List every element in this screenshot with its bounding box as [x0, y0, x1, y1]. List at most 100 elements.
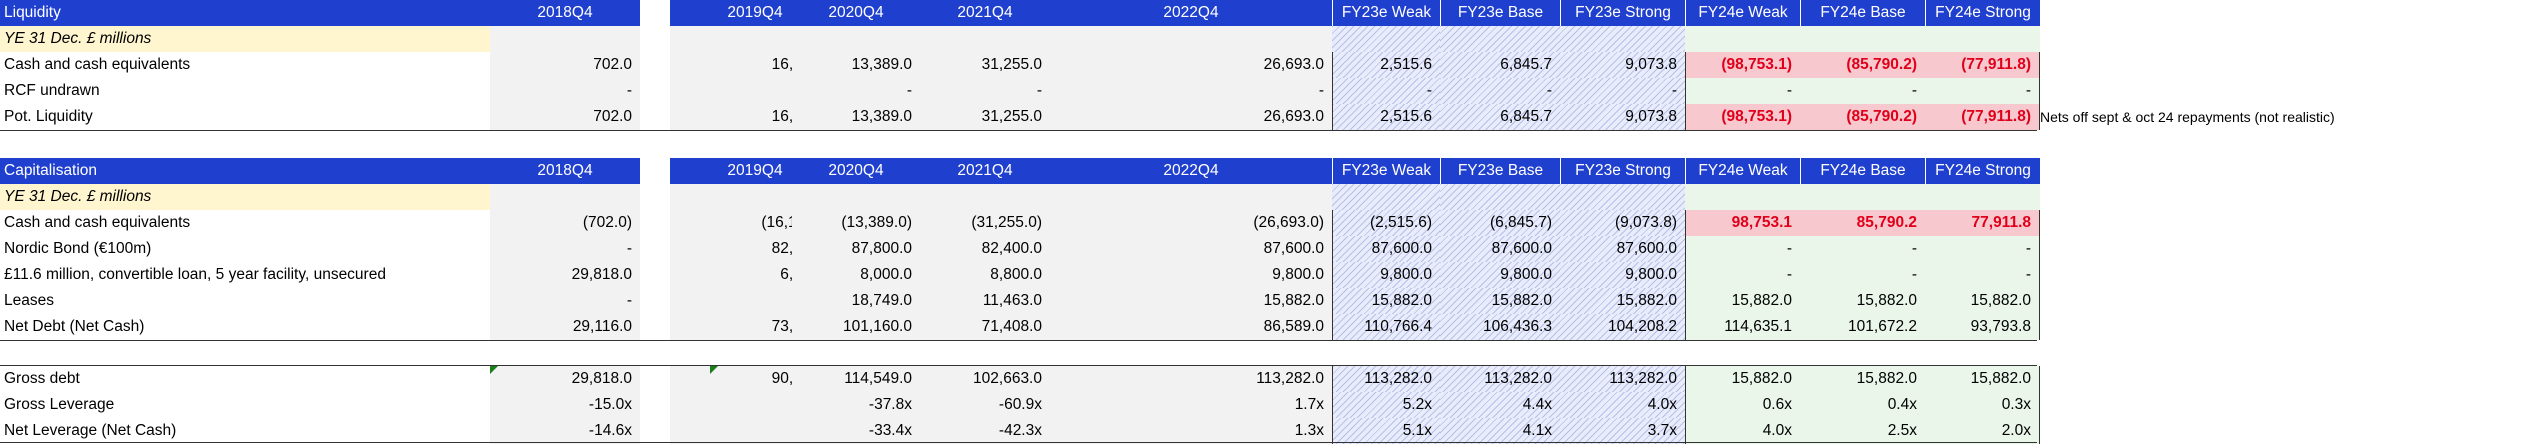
row-label[interactable]: Pot. Liquidity	[4, 108, 93, 125]
value-cell[interactable]: 5.2x	[1332, 392, 1440, 418]
column-header[interactable]: FY24e Base	[1800, 158, 1925, 184]
value-cell[interactable]: -60.9x	[920, 392, 1050, 418]
column-header[interactable]: FY24e Strong	[1925, 0, 2040, 26]
value-cell[interactable]: -	[1800, 236, 1925, 262]
column-header[interactable]: FY23e Weak	[1332, 158, 1440, 184]
empty-cell[interactable]	[1800, 184, 1925, 210]
value-cell[interactable]: 15,882.0	[1685, 288, 1800, 314]
value-cell[interactable]: 2,515.6	[1332, 52, 1440, 78]
value-cell[interactable]: 15,882.0	[1050, 288, 1332, 314]
empty-cell[interactable]	[792, 26, 920, 52]
value-cell[interactable]: -	[1925, 78, 2040, 104]
value-cell[interactable]: 104,208.2	[1560, 314, 1685, 340]
value-cell[interactable]: -	[1440, 78, 1560, 104]
column-header[interactable]: FY24e Weak	[1685, 0, 1800, 26]
value-cell[interactable]: 98,753.1	[1685, 210, 1800, 236]
value-cell[interactable]: -	[920, 78, 1050, 104]
value-cell[interactable]: (2,515.6)	[1332, 210, 1440, 236]
value-cell[interactable]: (98,753.1)	[1685, 104, 1800, 130]
value-cell[interactable]: 2,515.6	[1332, 104, 1440, 130]
empty-cell[interactable]	[1925, 184, 2040, 210]
value-cell[interactable]: 71,408.0	[920, 314, 1050, 340]
empty-cell[interactable]	[920, 184, 1050, 210]
empty-cell[interactable]	[1440, 184, 1560, 210]
value-cell[interactable]: 87,600.0	[1050, 236, 1332, 262]
value-cell[interactable]: -15.0x	[490, 392, 640, 418]
column-header[interactable]: 2021Q4	[920, 0, 1050, 26]
value-cell[interactable]: -33.4x	[792, 418, 920, 444]
value-cell[interactable]: -42.3x	[920, 418, 1050, 444]
value-cell[interactable]: -	[490, 236, 640, 262]
value-cell[interactable]: (85,790.2)	[1800, 52, 1925, 78]
value-cell[interactable]: 15,882.0	[1440, 288, 1560, 314]
value-cell[interactable]: 31,255.0	[920, 52, 1050, 78]
value-cell[interactable]: -	[1925, 262, 2040, 288]
value-cell[interactable]: 6,845.7	[1440, 104, 1560, 130]
value-cell[interactable]: -	[1560, 78, 1685, 104]
value-cell[interactable]: -	[792, 78, 920, 104]
value-cell[interactable]: (9,073.8)	[1560, 210, 1685, 236]
value-cell[interactable]: -	[1685, 78, 1800, 104]
comment-indicator-icon[interactable]	[710, 366, 718, 374]
empty-cell[interactable]	[1560, 184, 1685, 210]
empty-cell[interactable]	[1560, 26, 1685, 52]
row-label[interactable]: Cash and cash equivalents	[4, 56, 191, 73]
value-cell[interactable]: 9,800.0	[1050, 262, 1332, 288]
value-cell[interactable]: 114,549.0	[792, 366, 920, 392]
value-cell[interactable]: 5.1x	[1332, 418, 1440, 444]
value-cell[interactable]: 4.0x	[1685, 418, 1800, 444]
value-cell[interactable]: -	[1800, 262, 1925, 288]
value-cell[interactable]: 113,282.0	[1332, 366, 1440, 392]
value-cell[interactable]: 87,600.0	[1560, 236, 1685, 262]
value-cell[interactable]: 9,073.8	[1560, 104, 1685, 130]
row-label[interactable]: Gross debt	[4, 370, 80, 387]
value-cell[interactable]: 9,800.0	[1440, 262, 1560, 288]
value-cell[interactable]: 15,882.0	[1685, 366, 1800, 392]
value-cell[interactable]: 15,882.0	[1332, 288, 1440, 314]
empty-cell[interactable]	[920, 26, 1050, 52]
value-cell[interactable]: 26,693.0	[1050, 52, 1332, 78]
value-cell[interactable]: 85,790.2	[1800, 210, 1925, 236]
value-cell[interactable]: 15,882.0	[1560, 288, 1685, 314]
empty-cell[interactable]	[1685, 26, 1800, 52]
row-label[interactable]: Cash and cash equivalents	[4, 214, 191, 231]
value-cell[interactable]: 4.4x	[1440, 392, 1560, 418]
value-cell[interactable]: 29,818.0	[490, 366, 640, 392]
value-cell[interactable]: -14.6x	[490, 418, 640, 444]
row-label[interactable]: Gross Leverage	[4, 396, 115, 413]
empty-cell[interactable]	[1800, 26, 1925, 52]
column-header[interactable]: FY23e Base	[1440, 158, 1560, 184]
value-cell[interactable]: 15,882.0	[1925, 366, 2040, 392]
value-cell[interactable]: 2.0x	[1925, 418, 2040, 444]
row-label[interactable]: RCF undrawn	[4, 82, 100, 99]
value-cell[interactable]: -	[1925, 236, 2040, 262]
empty-cell[interactable]	[1925, 26, 2040, 52]
value-cell[interactable]: -	[1800, 78, 1925, 104]
value-cell[interactable]: 11,463.0	[920, 288, 1050, 314]
value-cell[interactable]: 6,845.7	[1440, 52, 1560, 78]
value-cell[interactable]: 114,635.1	[1685, 314, 1800, 340]
value-cell[interactable]: 15,882.0	[1925, 288, 2040, 314]
column-header[interactable]: 2020Q4	[792, 158, 920, 184]
column-header[interactable]: 2022Q4	[1050, 0, 1332, 26]
value-cell[interactable]: 86,589.0	[1050, 314, 1332, 340]
value-cell[interactable]: -37.8x	[792, 392, 920, 418]
row-label[interactable]: Net Debt (Net Cash)	[4, 318, 145, 335]
empty-cell[interactable]	[1332, 26, 1440, 52]
value-cell[interactable]: -	[1685, 236, 1800, 262]
value-cell[interactable]: 9,800.0	[1560, 262, 1685, 288]
value-cell[interactable]: 2.5x	[1800, 418, 1925, 444]
column-header[interactable]: FY23e Weak	[1332, 0, 1440, 26]
value-cell[interactable]: -	[490, 78, 640, 104]
value-cell[interactable]: (31,255.0)	[920, 210, 1050, 236]
value-cell[interactable]: 13,389.0	[792, 104, 920, 130]
value-cell[interactable]: 0.3x	[1925, 392, 2040, 418]
value-cell[interactable]: 4.0x	[1560, 392, 1685, 418]
column-header[interactable]: 2018Q4	[490, 0, 640, 26]
empty-cell[interactable]	[1050, 184, 1332, 210]
value-cell[interactable]: 1.3x	[1050, 418, 1332, 444]
value-cell[interactable]: (26,693.0)	[1050, 210, 1332, 236]
value-cell[interactable]: 31,255.0	[920, 104, 1050, 130]
value-cell[interactable]: 101,672.2	[1800, 314, 1925, 340]
value-cell[interactable]: 29,818.0	[490, 262, 640, 288]
